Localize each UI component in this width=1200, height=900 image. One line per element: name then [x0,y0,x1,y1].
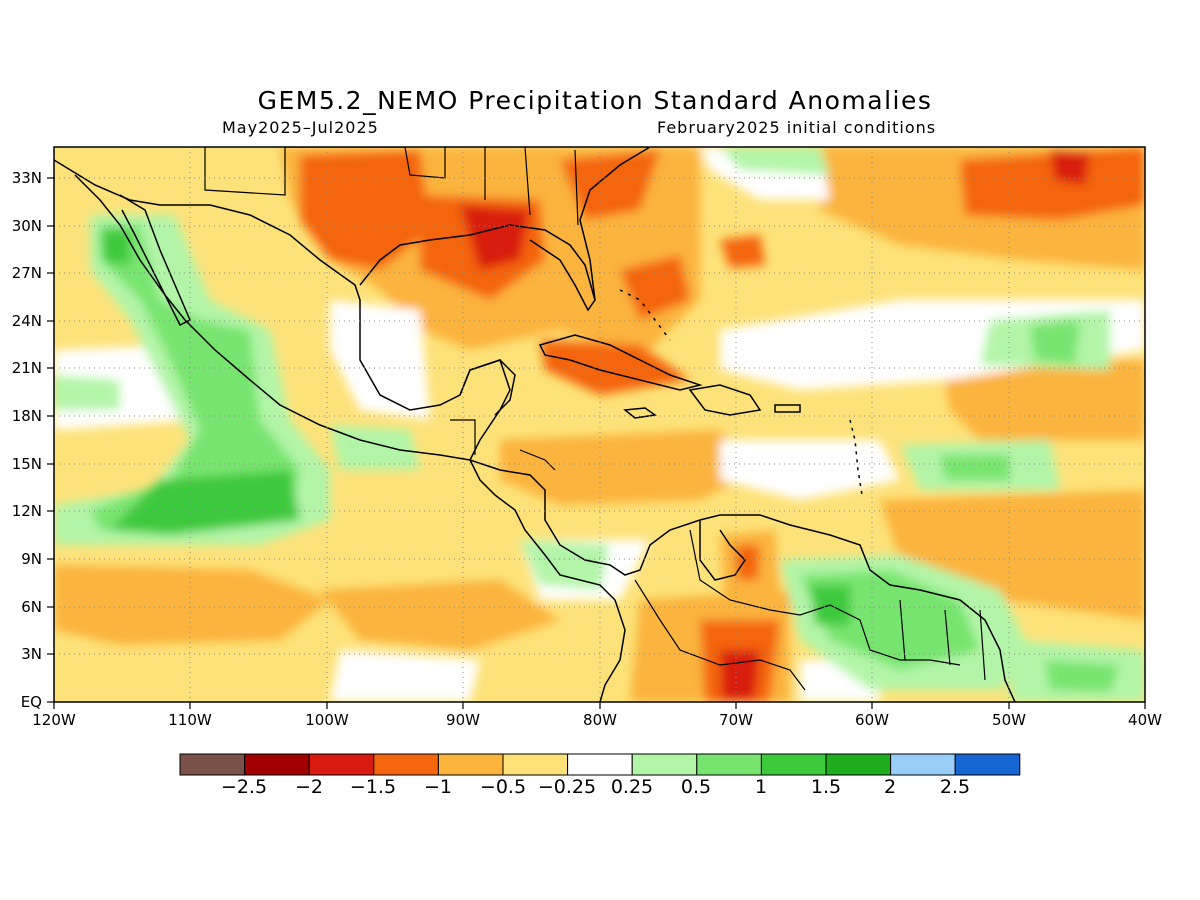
lat-label-9n: 9N [21,550,42,568]
lat-label-30n: 30N [11,217,42,235]
colorbar-label: 0.5 [680,776,712,798]
colorbar-swatch [567,753,633,776]
lat-label-24n: 24N [11,312,42,330]
colorbar-swatch [890,753,956,776]
lon-label-70w: 70W [719,711,753,729]
colorbar-label: 1 [754,776,768,798]
colorbar-swatch [179,753,246,776]
colorbar-swatch [373,753,439,776]
colorbar-label: 0.25 [610,776,654,798]
anomaly-field [54,147,1145,702]
forecast-period: May2025–Jul2025 [222,118,379,137]
lat-label-15n: 15N [11,455,42,473]
lon-label-110w: 110W [168,711,212,729]
lat-label-12n: 12N [11,502,42,520]
lon-label-60w: 60W [855,711,889,729]
colorbar-label: 1.5 [810,776,842,798]
colorbar-swatch [760,753,827,776]
colorbar-label: −2.5 [220,776,268,798]
colorbar-swatch [502,753,569,776]
colorbar-label: −2 [294,776,323,798]
lon-label-80w: 80W [583,711,617,729]
colorbar-label: −1 [423,776,452,798]
colorbar-swatch [825,753,892,776]
lat-label-3n: 3N [21,645,42,663]
lat-label-6n: 6N [21,598,42,616]
graticule [54,147,1145,702]
colorbar-swatch [954,753,1021,776]
lon-label-40w: 40W [1128,711,1162,729]
lon-label-90w: 90W [446,711,480,729]
map-title: GEM5.2_NEMO Precipitation Standard Anoma… [257,86,933,115]
colorbar-label: 2 [883,776,897,798]
lon-label-120w: 120W [32,711,76,729]
colorbar-swatch [308,753,375,776]
colorbar-label: −1.5 [349,776,397,798]
colorbar-label: −0.5 [479,776,527,798]
lat-label-21n: 21N [11,359,42,377]
initial-conditions: February2025 initial conditions [657,118,937,137]
colorbar-swatch [696,753,762,776]
coastlines [54,147,1016,702]
colorbar-label: 2.5 [939,776,971,798]
lat-label-18n: 18N [11,407,42,425]
colorbar-swatch [631,753,698,776]
axis-ticks [47,177,1146,709]
colorbar-swatch [244,753,310,776]
colorbar-label: −0.25 [537,776,597,798]
lon-label-50w: 50W [992,711,1026,729]
colorbar-swatch [437,753,504,776]
lon-label-100w: 100W [305,711,349,729]
lat-label-27n: 27N [11,264,42,282]
lat-label-33n: 33N [11,169,42,187]
lat-label-eq: EQ [20,693,42,711]
colorbar [179,753,1021,776]
